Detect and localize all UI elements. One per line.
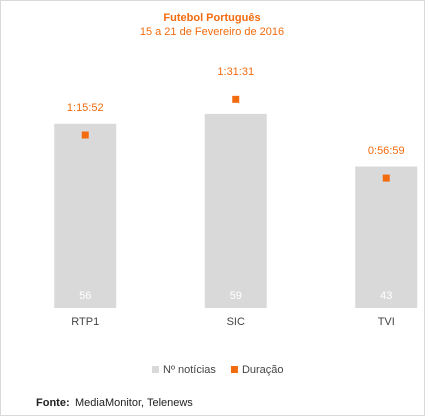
duration-label: 0:56:59 bbox=[368, 145, 405, 157]
bar bbox=[204, 113, 267, 308]
bar-value-label: 56 bbox=[79, 290, 91, 302]
bar bbox=[54, 123, 117, 308]
legend-label: Duração bbox=[242, 364, 284, 376]
bar-value-label: 59 bbox=[230, 290, 242, 302]
legend-swatch bbox=[152, 366, 159, 373]
source: MediaMonitor, Telenews bbox=[75, 397, 193, 409]
chart-title: Futebol Português bbox=[163, 12, 260, 24]
duration-marker bbox=[382, 174, 390, 182]
source-label: Fonte: bbox=[36, 397, 70, 409]
bar bbox=[355, 166, 418, 308]
bar-value-label: 43 bbox=[380, 290, 392, 302]
duration-label: 1:15:52 bbox=[67, 102, 104, 114]
x-tick-label: RTP1 bbox=[71, 316, 99, 328]
duration-label: 1:31:31 bbox=[217, 66, 254, 78]
legend-label: Nº notícias bbox=[163, 364, 216, 376]
x-tick-label: SIC bbox=[227, 316, 245, 328]
x-tick-label: TVI bbox=[378, 316, 395, 328]
legend-swatch bbox=[230, 366, 238, 373]
duration-marker bbox=[232, 95, 240, 103]
chart-subtitle: 15 a 21 de Fevereiro de 2016 bbox=[140, 26, 284, 38]
duration-marker bbox=[81, 131, 89, 139]
